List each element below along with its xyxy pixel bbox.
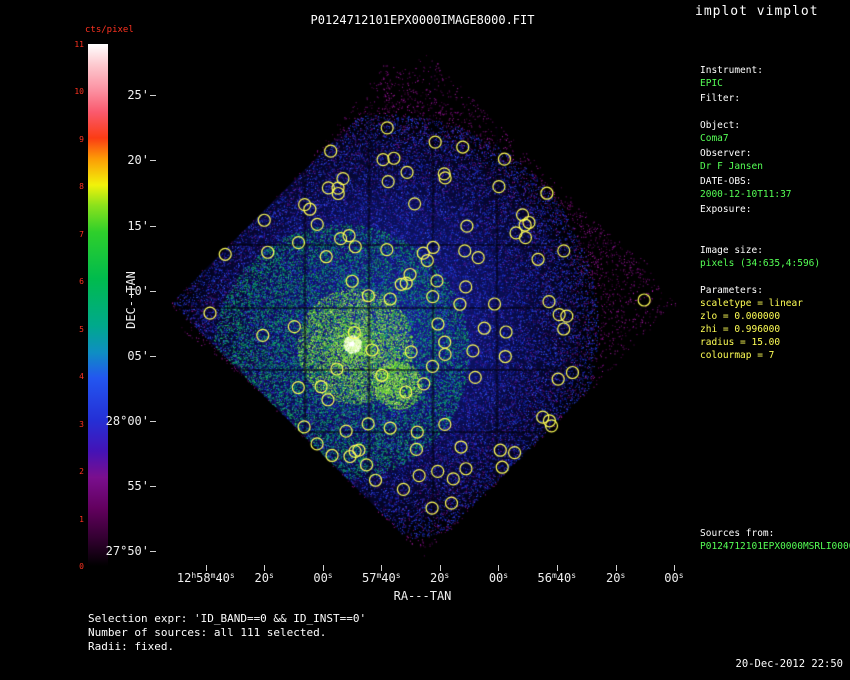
y-tick-label: 27°50' — [105, 544, 149, 559]
colorbar-tick-label: 2 — [79, 467, 84, 477]
axis-tick-mark — [381, 565, 383, 571]
unit-superscript: h — [191, 571, 197, 580]
unit-superscript: s — [327, 571, 333, 580]
info-param: scaletype = linear — [700, 298, 803, 309]
selection-footer: Selection expr: 'ID_BAND==0 && ID_INST==… — [88, 612, 366, 654]
info-label: Filter: — [700, 93, 741, 104]
axis-tick-mark — [322, 565, 324, 571]
unit-superscript: s — [229, 571, 235, 580]
unit-superscript: s — [678, 571, 684, 580]
footer-line: Selection expr: 'ID_BAND==0 && ID_INST==… — [88, 612, 367, 625]
colorbar-tick-label: 6 — [79, 277, 84, 287]
colorbar-tick-label: 1 — [79, 514, 84, 524]
x-tick-label: 57m40s — [362, 571, 401, 585]
info-param: zlo = 0.000000 — [700, 311, 781, 322]
unit-superscript: s — [268, 571, 274, 580]
info-param: radius = 15.00 — [700, 337, 781, 348]
axis-tick-mark — [150, 290, 156, 292]
y-tick-label: 28°00' — [105, 414, 149, 429]
colorbar-tick-label: 7 — [79, 229, 84, 239]
info-value: Coma7 — [700, 133, 729, 144]
y-tick-label: 20' — [127, 153, 149, 168]
info-label: DATE-OBS: — [700, 176, 752, 187]
x-tick-label: 20s — [605, 571, 626, 585]
info-label: Observer: — [700, 148, 752, 159]
unit-superscript: s — [395, 571, 401, 580]
info-label: Exposure: — [700, 204, 752, 215]
x-tick-label: 56m40s — [537, 571, 577, 585]
info-label: Parameters: — [700, 285, 763, 296]
y-tick-label: 05' — [127, 348, 149, 363]
axis-tick-mark — [439, 565, 441, 571]
y-axis-label: DEC--TAN — [124, 271, 138, 329]
unit-superscript: s — [571, 571, 577, 580]
unit-superscript: s — [444, 571, 450, 580]
colorbar-gradient — [88, 44, 108, 566]
info-value: 2000-12-10T11:37 — [700, 189, 792, 200]
y-tick-label: 25' — [127, 88, 149, 103]
x-axis-label: RA---TAN — [393, 589, 452, 603]
unit-superscript: m — [551, 571, 557, 580]
colorbar-tick-label: 11 — [74, 40, 84, 49]
info-label: Sources from: — [700, 528, 775, 539]
y-tick-label: 15' — [127, 218, 149, 233]
unit-superscript: m — [376, 571, 382, 580]
info-value: pixels (34:635,4:596) — [700, 258, 821, 269]
axis-tick-mark — [150, 225, 156, 227]
axis-tick-mark — [615, 565, 617, 571]
axis-tick-mark — [150, 160, 156, 162]
colorbar-label: cts/pixel — [85, 25, 134, 35]
info-value: EPIC — [700, 78, 723, 89]
unit-superscript: m — [210, 571, 216, 580]
colorbar-tick-label: 5 — [79, 324, 84, 334]
colorbar-tick-label: 0 — [79, 562, 84, 571]
colorbar-tick-label: 8 — [79, 182, 84, 192]
axis-tick-mark — [264, 565, 266, 571]
colorbar-tick-label: 3 — [79, 419, 84, 429]
axis-tick-mark — [150, 551, 156, 553]
info-value: P0124712101EPX0000MSRLI0000.F — [700, 541, 850, 552]
axis-tick-mark — [150, 95, 156, 97]
x-tick-label: 12h58m40s — [176, 571, 235, 585]
footer-line: Number of sources: all 111 selected. — [88, 626, 327, 639]
colorbar-tick-label: 10 — [74, 87, 84, 97]
info-label: Instrument: — [700, 65, 763, 76]
info-value: Dr F Jansen — [700, 161, 763, 172]
x-tick-label: 00s — [488, 571, 509, 585]
x-tick-label: 00s — [664, 571, 684, 585]
unit-superscript: s — [503, 571, 509, 580]
info-label: Image size: — [700, 245, 763, 256]
x-tick-label: 20s — [429, 571, 450, 585]
sky-image-canvas — [155, 40, 690, 570]
colorbar-tick-label: 4 — [79, 372, 84, 382]
info-param: zhi = 0.996000 — [700, 324, 781, 335]
y-tick-label: 10' — [127, 283, 149, 298]
app-title: implot vimplot — [695, 4, 819, 19]
axis-tick-mark — [150, 355, 156, 357]
axis-tick-mark — [498, 565, 500, 571]
axis-tick-mark — [150, 421, 156, 423]
axis-tick-mark — [556, 565, 558, 571]
axis-tick-mark — [673, 565, 675, 571]
plot-title: P0124712101EPX0000IMAGE8000.FIT — [310, 13, 535, 27]
x-tick-label: 00s — [313, 571, 333, 585]
colorbar-tick-label: 9 — [79, 134, 84, 144]
footer-line: Radii: fixed. — [88, 640, 175, 653]
x-tick-label: 20s — [254, 571, 274, 585]
info-label: Object: — [700, 120, 741, 131]
unit-superscript: s — [620, 571, 626, 580]
axis-tick-mark — [150, 486, 156, 488]
info-panel: Instrument: EPIC Filter: Object: Coma7 Observ… — [700, 64, 850, 553]
axis-tick-mark — [205, 565, 207, 571]
y-tick-label: 55' — [127, 479, 149, 494]
timestamp: 20-Dec-2012 22:50 — [735, 658, 843, 670]
info-param: colourmap = 7 — [700, 350, 775, 361]
